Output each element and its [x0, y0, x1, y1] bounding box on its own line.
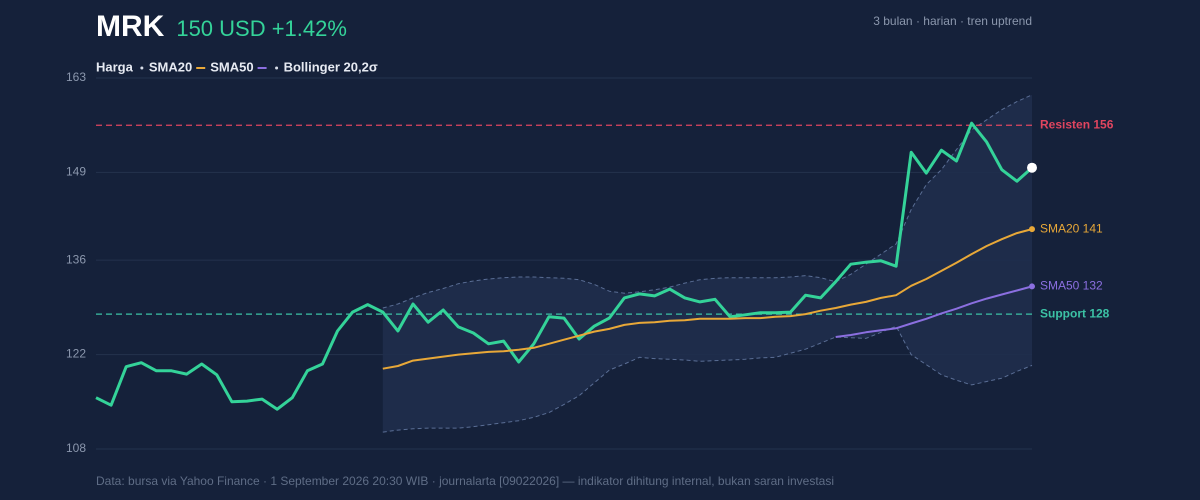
chart-note: 3 bulan · harian · tren uptrend — [873, 14, 1032, 28]
series-line — [382, 228, 1033, 370]
chart-subtitle: 150 USD +1.42% — [176, 16, 347, 41]
series-line — [835, 285, 1033, 338]
series-line — [95, 121, 1033, 411]
legend-label: Harga — [96, 59, 134, 74]
y-tick-label: 136 — [66, 252, 86, 266]
legend-separator — [140, 66, 144, 70]
end-dot — [1029, 226, 1035, 233]
y-tick-label: 108 — [66, 441, 86, 455]
y-tick-label: 149 — [66, 165, 86, 179]
legend-label: Bollinger 20,2σ — [284, 59, 378, 74]
last-price-dot — [1027, 162, 1037, 173]
end-label: SMA50 132 — [1040, 279, 1103, 293]
y-tick-label: 163 — [66, 70, 86, 84]
bollinger-band — [382, 94, 1032, 433]
legend-separator — [275, 66, 279, 70]
y-tick-label: 122 — [66, 347, 86, 361]
legend-label: SMA50 — [210, 59, 253, 74]
reference-label: Support 128 — [1040, 306, 1110, 320]
bollinger-upper — [382, 94, 1033, 309]
end-label: SMA20 141 — [1040, 221, 1103, 235]
bollinger-lower — [382, 325, 1033, 433]
source-note: Data: bursa via Yahoo Finance · 1 Septem… — [96, 474, 834, 488]
reference-label: Resisten 156 — [1040, 117, 1114, 131]
chart-title: MRK — [96, 10, 165, 43]
legend-label: SMA20 — [149, 59, 192, 74]
end-dot — [1029, 283, 1035, 290]
